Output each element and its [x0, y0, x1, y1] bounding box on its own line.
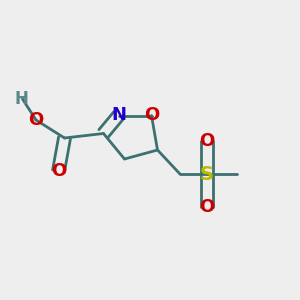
Text: O: O — [28, 111, 44, 129]
Text: O: O — [200, 132, 214, 150]
Text: S: S — [200, 164, 214, 184]
Text: H: H — [14, 90, 28, 108]
Text: N: N — [111, 106, 126, 124]
Text: O: O — [200, 198, 214, 216]
Text: O: O — [51, 162, 66, 180]
Text: O: O — [144, 106, 159, 124]
